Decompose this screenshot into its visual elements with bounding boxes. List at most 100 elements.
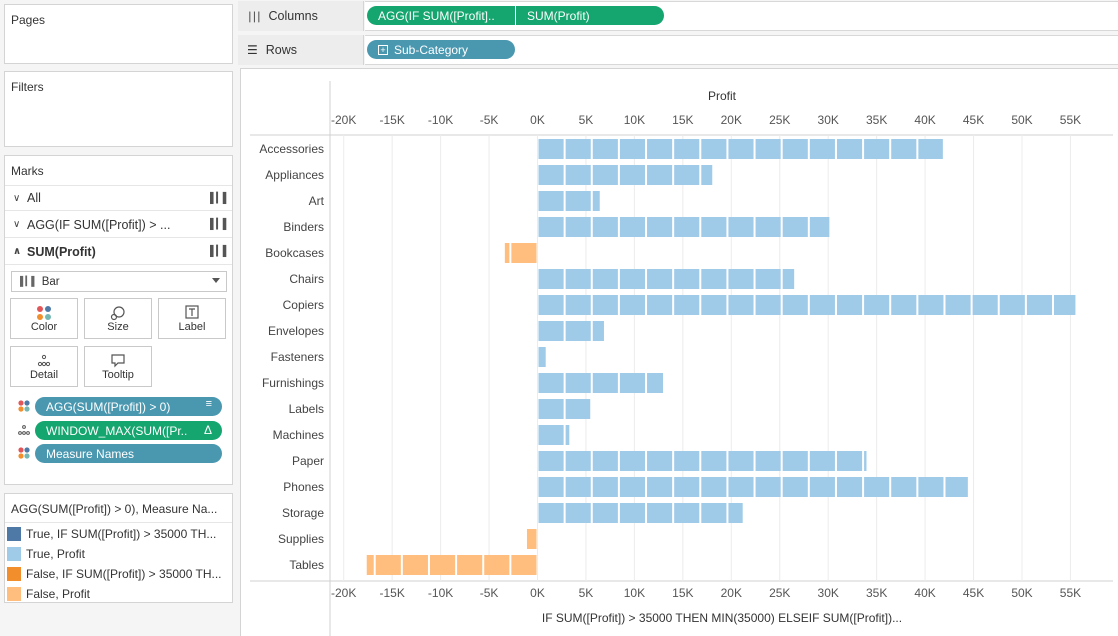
view-area[interactable]: -20K -20K -15K -15K -10K -10K -5K -5K 0K 0K 5K 5K 10… — [240, 68, 1118, 636]
bar-segment-chairs — [701, 269, 727, 289]
color-button[interactable]: Color — [10, 298, 78, 339]
bar-segment-paper — [809, 451, 835, 471]
detail-button[interactable]: Detail — [10, 346, 78, 387]
bar-segment-bookcases — [511, 243, 537, 263]
color-label: Color — [30, 321, 58, 333]
bar-segment-copiers — [999, 295, 1025, 315]
bar-segment-paper — [782, 451, 808, 471]
bar-segment-copiers — [647, 295, 673, 315]
legend-swatch — [7, 527, 21, 541]
pill-measure-names[interactable]: Measure Names — [35, 444, 222, 463]
pill-columns-sum-profit[interactable]: SUM(Profit) — [516, 6, 664, 25]
bar-segment-chairs — [647, 269, 673, 289]
sort-icon: ≡ — [205, 398, 212, 410]
bar-segment-copiers — [918, 295, 944, 315]
bar-segment-appliances — [619, 165, 646, 185]
top-tick-label: 10K — [624, 113, 645, 127]
bar-segment-storage — [565, 503, 591, 523]
bottom-tick-label: -20K — [331, 586, 356, 600]
columns-label: Columns — [268, 9, 318, 23]
bar-segment-binders — [701, 217, 727, 237]
bar-segment-copiers — [565, 295, 591, 315]
bar-segment-appliances — [701, 165, 713, 185]
tooltip-button[interactable]: Tooltip — [84, 346, 152, 387]
top-tick-label: 30K — [818, 113, 839, 127]
bar-segment-binders — [755, 217, 781, 237]
bar-segment-accessories — [864, 139, 890, 159]
category-label: Chairs — [289, 272, 324, 286]
bar-segment-accessories — [592, 139, 618, 159]
legend-item-false-profit[interactable]: False, Profit — [7, 585, 90, 603]
bar-segment-art — [592, 191, 600, 211]
bar-segment-paper — [674, 451, 700, 471]
legend-label: True, IF SUM([Profit]) > 35000 TH... — [26, 527, 217, 541]
bottom-tick-label: 0K — [530, 586, 545, 600]
bar-segment-chairs — [782, 269, 795, 289]
bar-segment-appliances — [592, 165, 618, 185]
bar-chart-icon: ▌▎▌ — [20, 276, 38, 286]
rows-shelf-area[interactable]: + Sub-Category — [365, 35, 1118, 65]
bar-segment-furnishings — [565, 373, 591, 393]
legend-divider — [5, 522, 232, 523]
bar-segment-envelopes — [592, 321, 604, 341]
top-tick-label: 15K — [672, 113, 693, 127]
top-tick-label: 40K — [914, 113, 935, 127]
category-label: Fasteners — [271, 350, 324, 364]
category-label: Machines — [273, 428, 324, 442]
columns-icon: ∣∣∣ — [247, 10, 261, 23]
marks-row-sum-profit[interactable]: ∧ SUM(Profit) ▌▎▌ — [5, 239, 232, 265]
legend-item-true-profit[interactable]: True, Profit — [7, 545, 85, 563]
pill-columns-agg-if[interactable]: AGG(IF SUM([Profit].. — [367, 6, 515, 25]
bar-segment-tables — [402, 555, 428, 575]
bar-segment-phones — [728, 477, 754, 497]
marks-row-all[interactable]: ∨ All ▌▎▌ — [5, 185, 232, 211]
legend-title[interactable]: AGG(SUM([Profit]) > 0), Measure Na... — [11, 502, 218, 516]
pill-agg-profit-gt-0[interactable]: AGG(SUM([Profit]) > 0) ≡ — [35, 397, 222, 416]
bar-segment-appliances — [674, 165, 700, 185]
size-button[interactable]: Size — [84, 298, 152, 339]
bar-segment-accessories — [647, 139, 673, 159]
pill-window-max[interactable]: WINDOW_MAX(SUM([Pr.. Δ — [35, 421, 222, 440]
bottom-tick-label: 15K — [672, 586, 693, 600]
columns-shelf-area[interactable]: AGG(IF SUM([Profit].. SUM(Profit) — [365, 1, 1118, 31]
bar-segment-chairs — [619, 269, 646, 289]
bar-segment-phones — [864, 477, 890, 497]
bottom-tick-label: -10K — [428, 586, 453, 600]
bar-segment-binders — [647, 217, 673, 237]
label-button[interactable]: Label — [158, 298, 226, 339]
color-legend-card: AGG(SUM([Profit]) > 0), Measure Na... Tr… — [4, 493, 233, 603]
rows-icon: ☰ — [247, 43, 258, 57]
chevron-down-icon: ∨ — [13, 192, 21, 204]
filters-card[interactable]: Filters — [4, 71, 233, 147]
category-label: Envelopes — [268, 324, 324, 338]
legend-swatch — [7, 547, 21, 561]
category-label: Furnishings — [262, 376, 324, 390]
bar-segment-accessories — [809, 139, 835, 159]
bar-segment-chairs — [565, 269, 591, 289]
bar-segment-copiers — [1054, 295, 1076, 315]
pill-rows-sub-category[interactable]: + Sub-Category — [367, 40, 515, 59]
bar-segment-art — [565, 191, 591, 211]
legend-swatch — [7, 587, 21, 601]
profit-bar-chart[interactable]: -20K -20K -15K -15K -10K -10K -5K -5K 0K 0K 5K 5K 10… — [241, 69, 1118, 636]
bar-segment-tables — [457, 555, 483, 575]
bar-segment-phones — [836, 477, 863, 497]
bar-segment-accessories — [918, 139, 943, 159]
marks-row-agg[interactable]: ∨ AGG(IF SUM([Profit]) > ... ▌▎▌ — [5, 212, 232, 238]
bar-segment-accessories — [728, 139, 754, 159]
category-label: Accessories — [259, 142, 324, 156]
rows-shelf: ☰ Rows + Sub-Category — [238, 35, 1118, 65]
color-dots-icon — [18, 400, 30, 412]
pages-card[interactable]: Pages — [4, 4, 233, 64]
bar-segment-binders — [728, 217, 754, 237]
marks-card: Marks ∨ All ▌▎▌ ∨ AGG(IF SUM([Profit]) >… — [4, 155, 233, 485]
top-tick-label: 0K — [530, 113, 545, 127]
bar-segment-phones — [918, 477, 944, 497]
bar-segment-binders — [619, 217, 646, 237]
top-tick-label: 35K — [866, 113, 887, 127]
bar-segment-chairs — [728, 269, 754, 289]
bar-segment-paper — [728, 451, 754, 471]
mark-type-dropdown[interactable]: ▌▎▌ Bar — [11, 271, 227, 292]
legend-item-true-if[interactable]: True, IF SUM([Profit]) > 35000 TH... — [7, 525, 216, 543]
legend-item-false-if[interactable]: False, IF SUM([Profit]) > 35000 TH... — [7, 565, 222, 583]
